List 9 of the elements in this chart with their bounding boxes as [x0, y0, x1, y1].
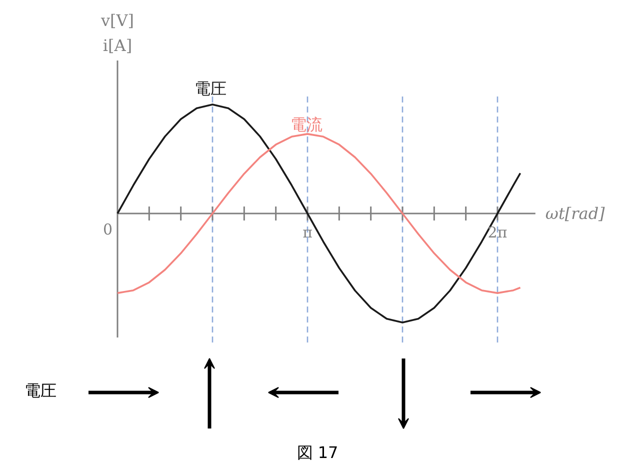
x-tick-label: 2π [488, 224, 508, 242]
series-label: 電圧 [194, 79, 226, 98]
caption: 図 17 [296, 443, 338, 462]
x-tick-label: π [302, 224, 313, 242]
text: 電圧 [24, 381, 56, 400]
series-label: 電流 [290, 115, 322, 134]
x-axis-title: ωt[rad] [545, 204, 606, 223]
y-axis-title: v[V] i[A] [100, 11, 134, 55]
x-tick-label: 0 [102, 220, 113, 238]
